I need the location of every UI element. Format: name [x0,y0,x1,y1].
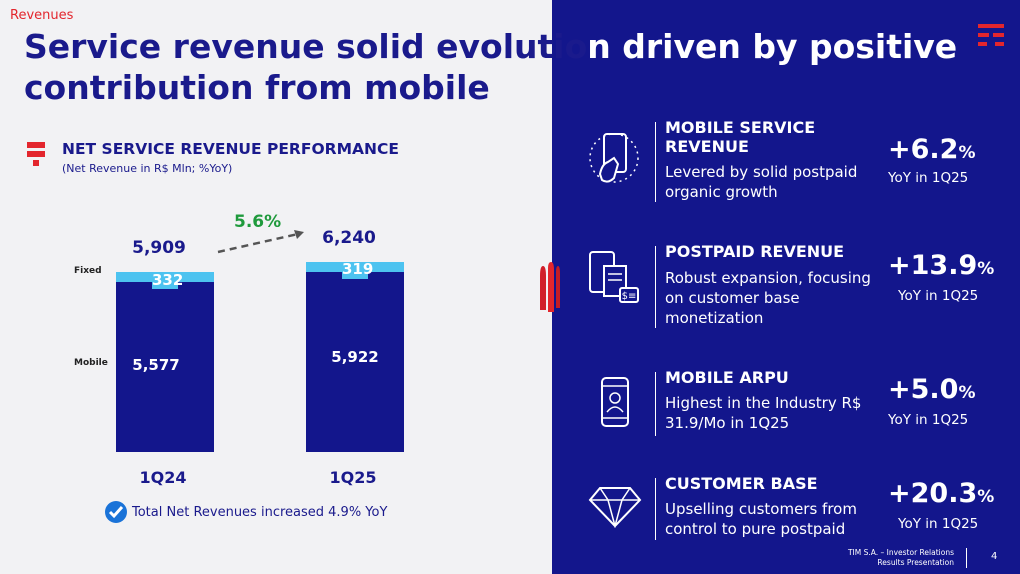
chart-title: NET SERVICE REVENUE PERFORMANCE [62,140,399,158]
kpi-value: +20.3% [888,478,995,509]
legend-mobile: Mobile [74,358,108,368]
check-badge-icon [105,501,127,523]
category-label: 1Q25 [329,468,377,487]
kpi-description: Highest in the Industry R$ 31.9/Mo in 1Q… [665,394,862,432]
diamond-icon [588,487,642,528]
growth-arrow-icon [217,230,304,254]
data-label-mobile: 5,922 [331,348,379,366]
kpi-value: +13.9% [888,250,995,281]
total-label: 5,909 [132,238,186,259]
kpi-title: MOBILE ARPU [665,368,789,387]
legend-fixed: Fixed [74,266,102,276]
kpi-description: Upselling customers from control to pure… [665,500,857,538]
total-label: 6,240 [322,228,376,248]
growth-label: 5.6% [234,212,282,232]
kpi-value: +6.2% [888,134,976,165]
kpi-period: YoY in 1Q25 [898,516,979,532]
kpi-description: Levered by solid postpaid organic growth [665,163,858,201]
page-number: 4 [991,551,998,562]
title-part-left: Service revenue solid evolutio [24,27,588,66]
footnote: Total Net Revenues increased 4.9% YoY [132,505,388,520]
category-label: 1Q24 [139,468,187,487]
title-line-2: contribution from mobile [24,68,490,107]
data-label-fixed: 319 [342,259,374,279]
data-label-mobile: 5,577 [132,356,180,374]
kpi-period: YoY in 1Q25 [888,412,969,428]
kpi-divider [655,122,656,202]
tim-logo-icon [978,24,1004,46]
title-part-right: n driven by positive [587,27,958,66]
svg-text:$≡: $≡ [622,291,637,302]
page-title: Service revenue solid evolution driven b… [24,26,964,108]
tim-wave-mark-icon [540,262,560,312]
kpi-period: YoY in 1Q25 [898,288,979,304]
footer-company: TIM S.A. – Investor Relations Results Pre… [847,548,954,567]
kpi-divider [655,478,656,540]
data-label-fixed: 332 [152,271,184,290]
kpi-title: CUSTOMER BASE [665,474,818,493]
phone-user-icon [601,377,629,427]
footer-divider [966,548,967,568]
kpi-title: MOBILE SERVICE REVENUE [665,118,816,156]
kpi-period: YoY in 1Q25 [888,170,969,186]
kpi-description: Robust expansion, focusing on customer b… [665,269,871,327]
kpi-divider [655,246,656,328]
postpaid-bill-icon: $≡ [589,251,639,303]
chart-subtitle: (Net Revenue in R$ Mln; %YoY) [62,162,233,175]
kpi-title: POSTPAID REVENUE [665,242,845,261]
kpi-divider [655,372,656,436]
bar-mobile-1q25 [306,271,404,452]
section-label: Revenues [10,8,74,23]
tim-mark-icon [27,142,45,166]
phone-touch-icon [589,133,639,183]
kpi-value: +5.0% [888,374,976,405]
bar-mobile-1q24 [116,282,214,452]
